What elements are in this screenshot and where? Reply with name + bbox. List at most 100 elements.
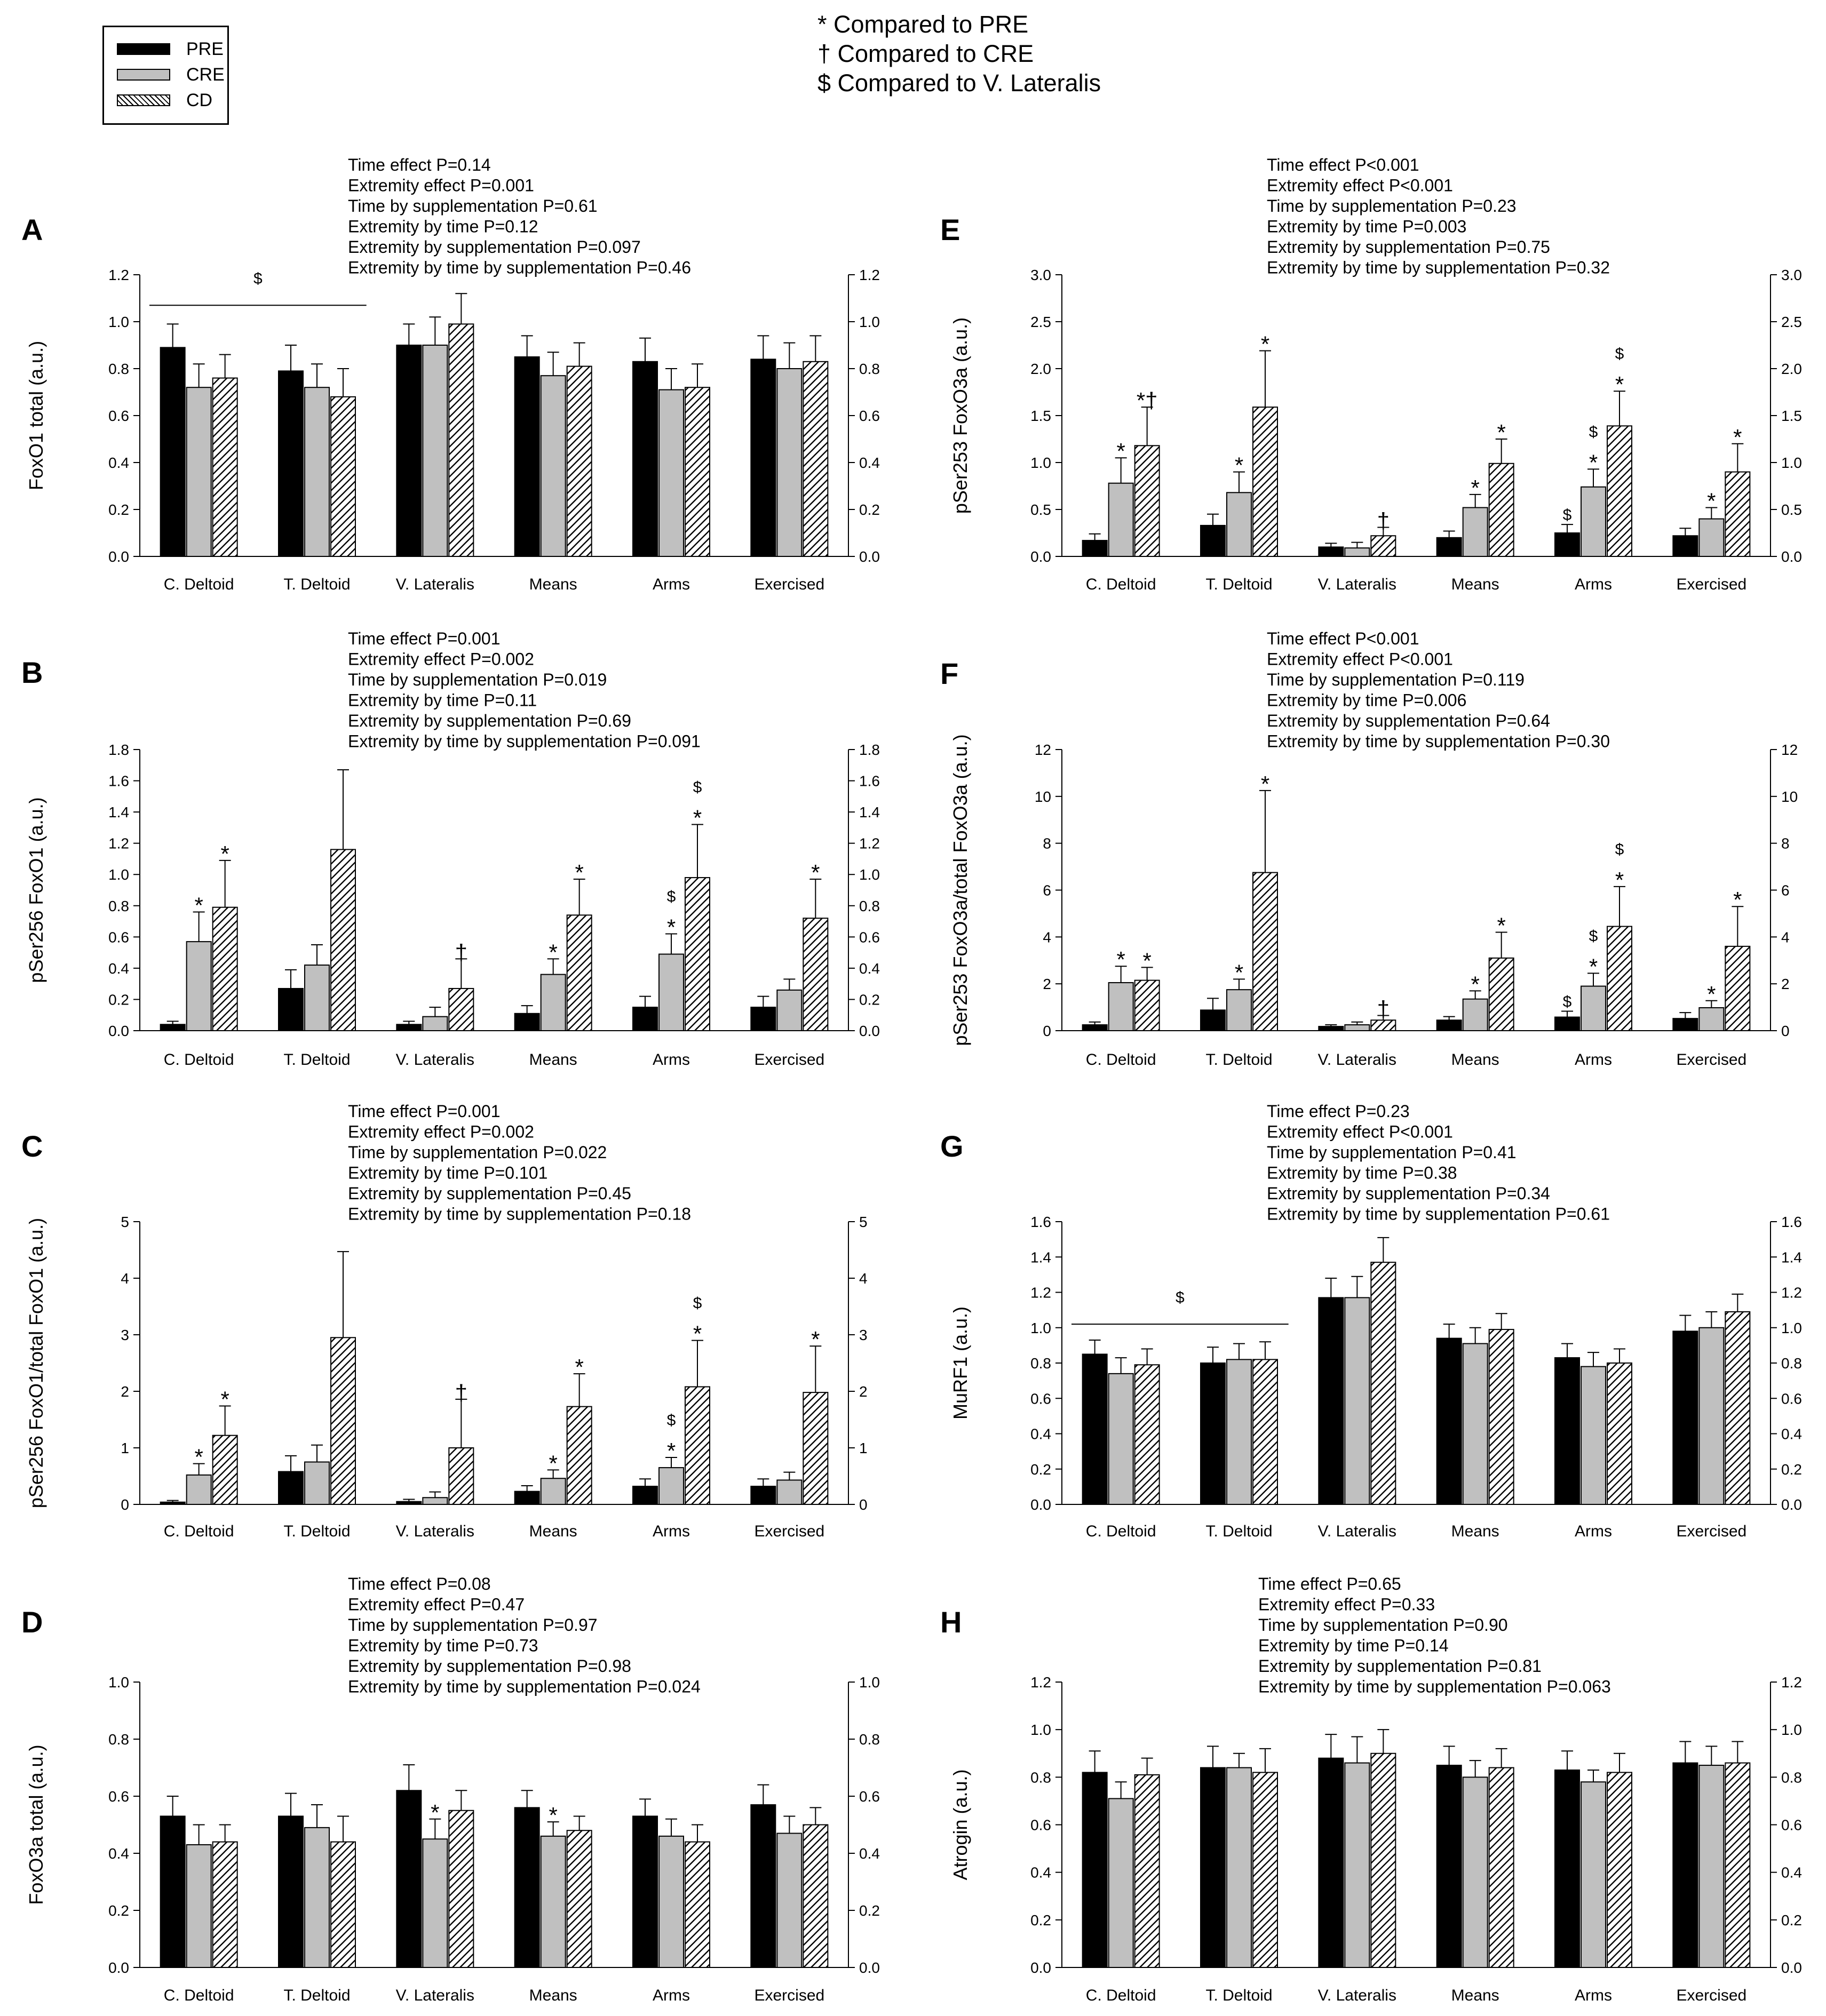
bar-e-cd-4 — [1607, 425, 1632, 557]
category-label-e-5: Exercised — [1676, 576, 1746, 593]
category-label-h-4: Arms — [1575, 1987, 1612, 2004]
tick-label-left-c-1: 1 — [121, 1440, 129, 1456]
significance-e-6-0: * — [1497, 420, 1505, 445]
tick-label-right-f-3: 6 — [1781, 882, 1790, 899]
stat-line-h-3: Extremity by time P=0.14 — [1258, 1636, 1449, 1655]
y-axis-label-g: MuRF1 (a.u.) — [949, 1306, 971, 1420]
tick-label-left-a-5: 1.0 — [108, 314, 129, 330]
tick-label-right-d-2: 0.4 — [859, 1845, 880, 1862]
tick-label-right-h-0: 0.0 — [1781, 1959, 1802, 1976]
stat-line-a-5: Extremity by time by supplementation P=0… — [348, 258, 691, 277]
bar-e-cd-2 — [1370, 535, 1396, 557]
bar-e-cre-1 — [1226, 492, 1252, 557]
bar-c-cre-0 — [186, 1474, 212, 1505]
category-label-e-4: Arms — [1575, 576, 1612, 593]
significance-e-1-0: *† — [1137, 388, 1158, 413]
tick-label-left-d-2: 0.4 — [108, 1845, 129, 1862]
bar-b-cre-4 — [658, 953, 684, 1032]
significance-c-6-0: * — [693, 1321, 702, 1346]
bar-g-cre-0 — [1108, 1373, 1134, 1505]
category-label-f-0: C. Deltoid — [1086, 1051, 1156, 1069]
stat-line-h-1: Extremity effect P=0.33 — [1258, 1595, 1435, 1614]
significance-e-4-0: † — [1377, 508, 1390, 533]
stat-line-d-2: Time by supplementation P=0.97 — [348, 1615, 598, 1635]
bar-d-pre-4 — [632, 1815, 658, 1968]
tick-label-left-f-6: 12 — [1035, 742, 1051, 758]
bar-e-pre-5 — [1672, 535, 1698, 557]
panel-a: A Time effect P=0.14 Extremity effect P=0.… — [21, 155, 880, 593]
tick-label-right-g-6: 1.2 — [1781, 1285, 1802, 1301]
stat-line-f-2: Time by supplementation P=0.119 — [1267, 670, 1525, 689]
tick-label-right-f-4: 8 — [1781, 835, 1790, 852]
stat-line-e-3: Extremity by time P=0.003 — [1267, 217, 1466, 236]
tick-label-left-c-0: 0 — [121, 1496, 129, 1513]
tick-label-right-h-5: 1.0 — [1781, 1722, 1802, 1738]
bar-c-pre-5 — [750, 1486, 776, 1505]
tick-label-right-h-1: 0.2 — [1781, 1912, 1802, 1929]
bar-h-pre-3 — [1436, 1765, 1462, 1969]
bar-b-pre-0 — [160, 1024, 186, 1032]
category-label-c-0: C. Deltoid — [164, 1523, 234, 1540]
tick-label-right-b-7: 1.4 — [859, 804, 880, 820]
panel-h: H Time effect P=0.65 Extremity effect P=0.… — [940, 1574, 1802, 2004]
bar-h-cre-5 — [1698, 1765, 1725, 1969]
bar-d-cre-3 — [540, 1835, 566, 1968]
category-label-c-4: Arms — [653, 1523, 690, 1540]
bar-e-cre-0 — [1108, 482, 1134, 557]
tick-label-left-g-3: 0.6 — [1030, 1390, 1051, 1407]
tick-label-right-e-2: 1.0 — [1781, 455, 1802, 471]
bar-b-cd-0 — [212, 906, 238, 1032]
significance-d-0-0: * — [431, 1800, 439, 1825]
tick-label-right-d-3: 0.6 — [859, 1788, 880, 1805]
bar-d-pre-0 — [160, 1815, 186, 1968]
bar-c-cre-1 — [304, 1461, 330, 1505]
bar-g-cre-3 — [1462, 1343, 1488, 1505]
significance-f-5-0: * — [1471, 971, 1479, 997]
tick-label-right-a-5: 1.0 — [859, 314, 880, 330]
stat-line-h-4: Extremity by supplementation P=0.81 — [1258, 1656, 1542, 1676]
stat-line-a-3: Extremity by time P=0.12 — [348, 217, 538, 236]
tick-label-left-g-2: 0.4 — [1030, 1426, 1051, 1443]
tick-label-left-g-8: 1.6 — [1030, 1214, 1051, 1230]
y-axis-label-h: Atrogin (a.u.) — [949, 1769, 971, 1880]
category-label-c-3: Means — [529, 1523, 577, 1540]
tick-label-right-b-6: 1.2 — [859, 835, 880, 852]
tick-label-left-f-5: 10 — [1035, 788, 1051, 805]
tick-label-left-b-0: 0.0 — [108, 1023, 129, 1039]
bar-a-cre-5 — [776, 368, 803, 557]
significance-f-3-0: * — [1261, 771, 1269, 796]
tick-label-right-b-0: 0.0 — [859, 1023, 880, 1039]
bar-f-cd-3 — [1488, 957, 1514, 1031]
stat-line-f-3: Extremity by time P=0.006 — [1267, 691, 1466, 710]
tick-label-left-a-6: 1.2 — [108, 267, 129, 283]
tick-label-right-e-1: 0.5 — [1781, 501, 1802, 518]
bar-e-cd-0 — [1134, 445, 1160, 557]
category-label-e-0: C. Deltoid — [1086, 576, 1156, 593]
tick-label-right-b-9: 1.8 — [859, 742, 880, 758]
tick-label-left-h-2: 0.4 — [1030, 1864, 1051, 1881]
category-label-d-1: T. Deltoid — [283, 1987, 350, 2004]
category-label-g-3: Means — [1451, 1523, 1499, 1540]
legend: PRE CRE CD — [102, 26, 229, 125]
tick-label-right-e-3: 1.5 — [1781, 408, 1802, 424]
tick-label-right-e-0: 0.0 — [1781, 548, 1802, 565]
tick-label-right-g-0: 0.0 — [1781, 1496, 1802, 1513]
panel-letter-f: F — [940, 657, 958, 690]
bar-d-cd-0 — [212, 1841, 238, 1969]
bar-f-cd-4 — [1607, 926, 1632, 1031]
stat-line-c-5: Extremity by time by supplementation P=0… — [348, 1205, 691, 1224]
bar-e-pre-3 — [1436, 537, 1462, 557]
bar-a-cre-3 — [540, 375, 566, 557]
tick-label-left-d-1: 0.2 — [108, 1902, 129, 1919]
tick-label-left-b-6: 1.2 — [108, 835, 129, 852]
bar-d-cre-2 — [422, 1838, 448, 1968]
panel-letter-b: B — [21, 656, 43, 689]
stat-line-g-5: Extremity by time by supplementation P=0… — [1267, 1205, 1610, 1224]
bar-f-pre-4 — [1554, 1016, 1580, 1031]
category-label-g-4: Arms — [1575, 1523, 1612, 1540]
tick-label-right-b-4: 0.8 — [859, 898, 880, 914]
bar-h-pre-1 — [1200, 1767, 1226, 1968]
bar-e-cre-5 — [1698, 518, 1725, 557]
significance-e-7-0: $ — [1563, 506, 1572, 524]
tick-label-right-f-1: 2 — [1781, 976, 1790, 992]
